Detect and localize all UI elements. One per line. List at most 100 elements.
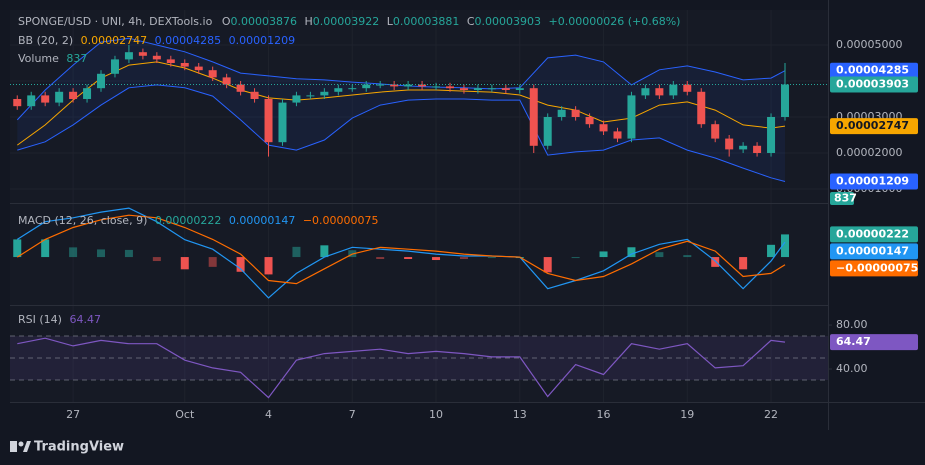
candle-body <box>613 131 622 139</box>
volume-label: 837 <box>834 192 857 205</box>
price-label-box <box>830 118 918 135</box>
candle-body <box>669 84 678 96</box>
candle-body <box>97 73 106 89</box>
macd-histogram-bar <box>320 245 329 258</box>
candle-body <box>641 88 650 96</box>
candle-body <box>557 109 566 117</box>
macd-histogram-bar <box>376 257 385 260</box>
candle-body <box>362 84 371 89</box>
candle-body <box>599 124 608 132</box>
y-tick-label: 40.00 <box>836 362 868 375</box>
signal-value: −0.00000075 <box>303 214 379 227</box>
macd-histogram-bar <box>69 247 78 258</box>
macd-histogram-bar <box>432 257 441 261</box>
candle-body <box>306 95 315 97</box>
rsi-name: RSI (14) <box>18 313 62 326</box>
macd-histogram-bar <box>543 257 552 273</box>
change: +0.00000026 (+0.68%) <box>549 15 681 28</box>
candle-body <box>697 91 706 125</box>
x-tick-label: Oct <box>175 408 195 421</box>
macd-histogram-bar <box>264 257 273 275</box>
ohlc-key: H <box>304 15 312 28</box>
candle-body <box>711 124 720 139</box>
x-tick-label: 4 <box>265 408 272 421</box>
macd-histogram-bar <box>41 239 50 258</box>
candle-body <box>390 84 399 87</box>
macd-value: 0.00000147 <box>229 214 295 227</box>
price-label-box <box>830 260 918 277</box>
candle-body <box>585 116 594 125</box>
price-label-box <box>830 173 918 190</box>
x-tick-label: 22 <box>764 408 778 421</box>
y-tick-label: 80.00 <box>836 318 868 331</box>
x-tick-label: 16 <box>597 408 611 421</box>
macd-histogram-bar <box>627 247 636 258</box>
candle-body <box>529 88 538 146</box>
macd-legend: MACD (12, 26, close, 9) 0.00000222 0.000… <box>18 214 379 227</box>
volume-value: 837 <box>66 52 87 65</box>
candle-body <box>320 91 329 96</box>
candle-body <box>236 84 245 92</box>
price-label: 0.00002747 <box>836 119 909 132</box>
price-label-box <box>830 62 918 79</box>
grid <box>10 10 832 402</box>
candle-body <box>55 91 64 103</box>
x-tick-label: 7 <box>349 408 356 421</box>
macd-histogram-bar <box>97 249 106 258</box>
rsi-line <box>17 337 786 399</box>
candle-body <box>208 70 217 78</box>
candle-body <box>278 102 287 143</box>
symbol-title: SPONGE/USD · UNI, 4h, DEXTools.io <box>18 15 213 28</box>
candle-body <box>459 88 468 90</box>
candle-body <box>739 145 748 150</box>
bb-name: BB (20, 2) <box>18 34 73 47</box>
candle-body <box>264 98 273 143</box>
volume-label-box <box>830 192 854 205</box>
bb-lower-value: 0.00001209 <box>229 34 295 47</box>
candle-body <box>487 88 496 90</box>
macd-histogram-bar <box>781 234 790 258</box>
macd-histogram-bar <box>124 249 133 258</box>
bb-basis-value: 0.00002747 <box>81 34 147 47</box>
price-label: 0.00000147 <box>836 244 909 257</box>
candle-body <box>543 116 552 146</box>
bb-line <box>17 84 786 182</box>
candle-body <box>152 55 161 60</box>
macd-histogram-bar <box>655 252 664 258</box>
ohlc-value: 0.00003881 <box>393 15 459 28</box>
macd-histogram-bar <box>739 257 748 270</box>
candle-body <box>334 88 343 92</box>
ohlc-value: 0.00003922 <box>313 15 379 28</box>
brand-name: TradingView <box>34 440 124 455</box>
candle-body <box>41 95 50 103</box>
macd-histogram-bar <box>404 257 413 260</box>
macd-name: MACD (12, 26, close, 9) <box>18 214 147 227</box>
ohlc-key: L <box>387 15 394 28</box>
candle-body <box>571 109 580 117</box>
candle-body <box>180 62 189 67</box>
price-label-box <box>830 334 918 351</box>
price-label: 0.00003903 <box>836 77 909 90</box>
rsi-value: 64.47 <box>69 313 101 326</box>
x-tick-label: 27 <box>66 408 80 421</box>
candle-body <box>515 88 524 90</box>
candle-body <box>138 52 147 56</box>
candle-body <box>222 77 231 85</box>
rsi-legend: RSI (14) 64.47 <box>18 313 101 326</box>
macd-histogram-bar <box>152 257 161 262</box>
candle-body <box>69 91 78 99</box>
candle-body <box>655 88 664 96</box>
logo-mark <box>18 441 24 447</box>
candle-body <box>292 95 301 103</box>
macd-histogram-bar <box>236 257 245 272</box>
candle-body <box>250 91 259 99</box>
macd-histogram-bar <box>208 257 217 267</box>
candle-body <box>781 84 790 117</box>
bb-line <box>17 61 786 146</box>
price-label-box <box>830 243 918 260</box>
macd-histogram-bar <box>711 257 720 267</box>
macd-histogram-bar <box>292 246 301 258</box>
x-tick-label: 19 <box>680 408 694 421</box>
candle-body <box>627 95 636 139</box>
